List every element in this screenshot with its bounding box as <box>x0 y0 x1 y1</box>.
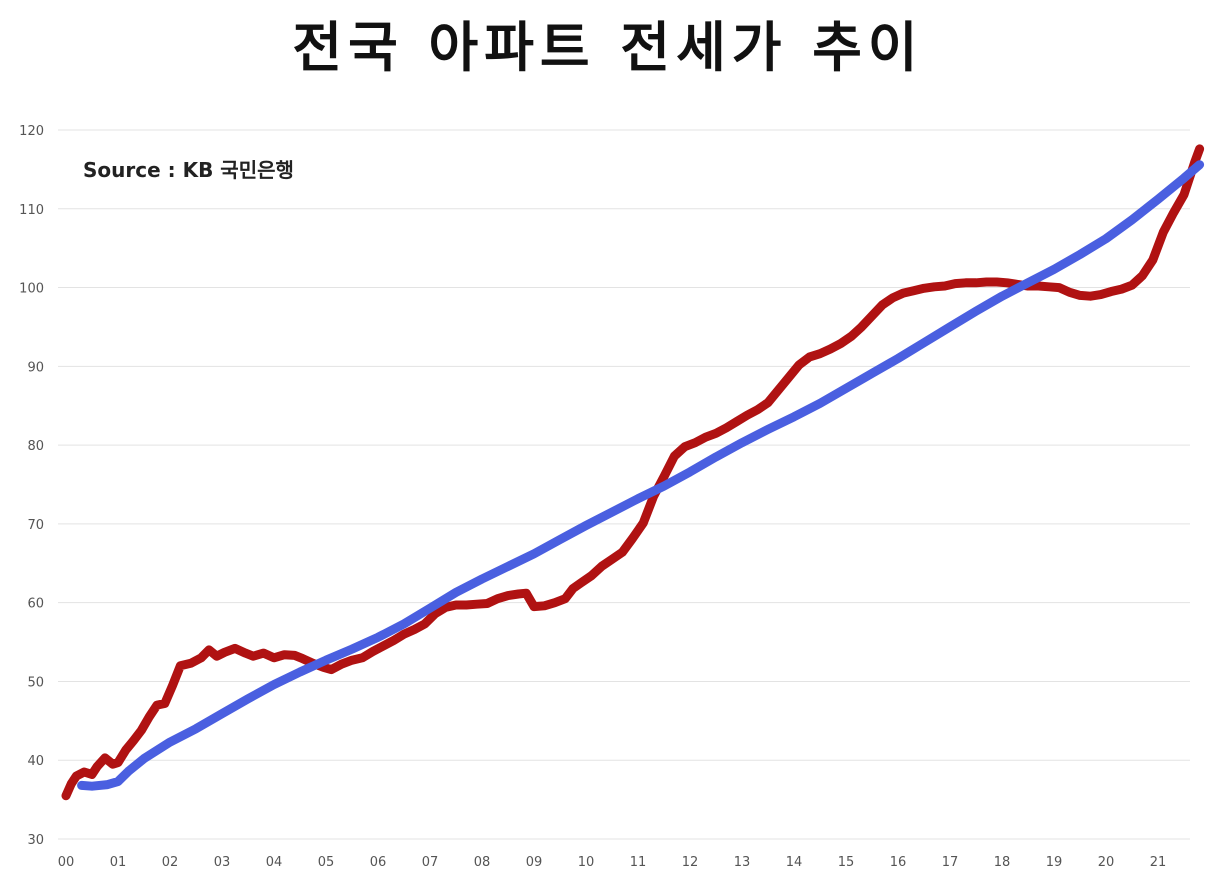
x-tick-label: 09 <box>526 855 543 870</box>
series-line-red <box>61 144 1205 801</box>
y-tick-label: 60 <box>27 597 44 612</box>
x-tick-label: 03 <box>214 855 231 870</box>
y-tick-label: 70 <box>27 518 44 533</box>
x-tick-label: 07 <box>422 855 439 870</box>
x-tick-label: 19 <box>1046 855 1063 870</box>
y-tick-label: 40 <box>27 754 44 769</box>
grid-lines <box>58 129 1190 840</box>
x-tick-label: 12 <box>682 855 699 870</box>
y-tick-label: 90 <box>27 360 44 375</box>
x-tick-label: 21 <box>1150 855 1167 870</box>
x-tick-label: 10 <box>578 855 595 870</box>
series-lines <box>61 144 1205 801</box>
x-tick-label: 20 <box>1098 855 1115 870</box>
x-tick-label: 11 <box>630 855 647 870</box>
x-tick-label: 05 <box>318 855 335 870</box>
x-tick-label: 02 <box>162 855 179 870</box>
x-tick-label: 06 <box>370 855 387 870</box>
x-tick-label: 17 <box>942 855 959 870</box>
series-line-blue <box>77 160 1205 791</box>
y-tick-label: 120 <box>19 124 44 139</box>
chart-title: 전국 아파트 전세가 추이 <box>292 16 924 79</box>
y-tick-label: 50 <box>27 675 44 690</box>
x-tick-label: 15 <box>838 855 855 870</box>
y-tick-label: 80 <box>27 439 44 454</box>
y-tick-label: 100 <box>19 282 44 297</box>
y-axis-tick-labels: 30 40 50 60 70 80 90 100 110 120 <box>19 124 44 848</box>
source-annotation: Source : KB 국민은행 <box>83 158 294 182</box>
x-tick-label: 18 <box>994 855 1011 870</box>
x-tick-label: 16 <box>890 855 907 870</box>
x-tick-label: 00 <box>58 855 75 870</box>
x-tick-label: 08 <box>474 855 491 870</box>
x-tick-label: 14 <box>786 855 803 870</box>
x-tick-label: 04 <box>266 855 283 870</box>
x-tick-label: 01 <box>110 855 127 870</box>
x-tick-label: 13 <box>734 855 751 870</box>
x-axis-tick-labels: 00 01 02 03 04 05 06 07 08 09 10 11 12 13 14 15 16 17 18 19… <box>58 855 1167 870</box>
y-tick-label: 110 <box>19 203 44 218</box>
y-tick-label: 30 <box>27 833 44 848</box>
